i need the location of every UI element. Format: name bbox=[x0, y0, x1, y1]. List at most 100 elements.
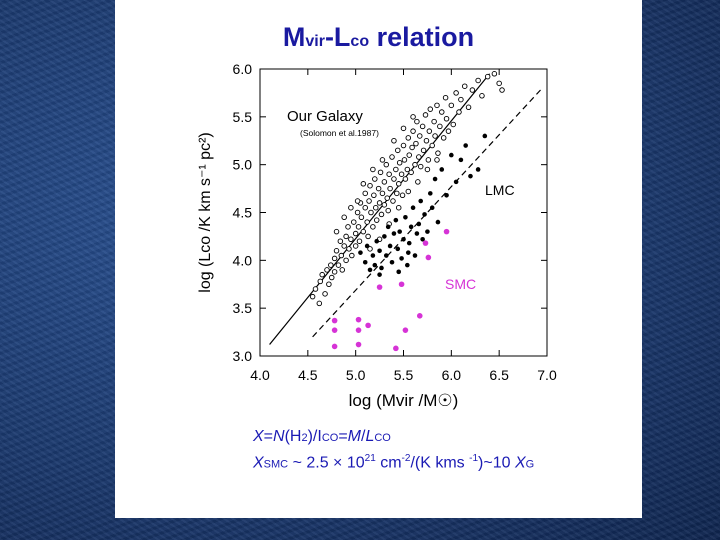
lmc-point bbox=[393, 217, 399, 223]
formula-subscript: SMC bbox=[263, 458, 289, 471]
lmc-point bbox=[410, 205, 416, 211]
galaxy-point bbox=[360, 228, 367, 235]
galaxy-point bbox=[328, 274, 335, 281]
lmc-point bbox=[468, 173, 473, 179]
axis-ticks: 4.0 4.5 5.0 5.5 6.0 6.5 7.0 3.0 3.5 4.0 4.5 5.0 5.5 6… bbox=[233, 61, 557, 383]
galaxy-point bbox=[453, 90, 459, 96]
galaxy-point bbox=[326, 281, 332, 288]
galaxy-point bbox=[406, 152, 412, 158]
lmc-point bbox=[435, 219, 441, 225]
galaxy-point bbox=[402, 176, 409, 182]
lmc-point bbox=[364, 243, 370, 249]
lmc-point bbox=[362, 259, 368, 265]
formula-text: = bbox=[263, 428, 274, 445]
galaxy-point bbox=[405, 135, 412, 141]
galaxy-point bbox=[400, 142, 407, 149]
x-tick-label: 7.0 bbox=[537, 367, 557, 383]
lmc-point bbox=[377, 248, 382, 254]
galaxy-point bbox=[391, 176, 397, 182]
galaxy-point bbox=[394, 190, 400, 197]
lmc-point bbox=[414, 231, 420, 236]
y-axis-label: log (Lco /K km s⁻¹ pc²) bbox=[197, 132, 214, 292]
formula-text: (H bbox=[284, 428, 302, 445]
galaxy-point bbox=[383, 161, 390, 168]
galaxy-point bbox=[461, 83, 468, 89]
galaxy-point bbox=[395, 204, 402, 211]
galaxy-point bbox=[317, 278, 324, 285]
galaxy-point bbox=[450, 121, 456, 128]
galaxy-point bbox=[400, 125, 407, 132]
galaxy-point bbox=[381, 179, 388, 185]
lmc-point bbox=[427, 191, 433, 196]
galaxy-point bbox=[333, 248, 340, 254]
smc-point bbox=[355, 316, 362, 323]
galaxy-point bbox=[412, 161, 418, 168]
lmc-point bbox=[405, 250, 411, 255]
lmc-point bbox=[391, 231, 397, 236]
galaxy-point bbox=[365, 233, 371, 240]
galaxy-point bbox=[408, 169, 414, 176]
lmc-point bbox=[406, 240, 412, 246]
smc-point bbox=[365, 322, 371, 329]
galaxy-point bbox=[339, 267, 346, 273]
galaxy-point bbox=[367, 246, 373, 252]
galaxy-point bbox=[354, 209, 361, 216]
lmc-point bbox=[475, 167, 481, 172]
formula-superscript: 21 bbox=[364, 453, 376, 464]
galaxy-point bbox=[379, 190, 386, 197]
galaxy-point bbox=[416, 154, 422, 160]
galaxy-point bbox=[390, 198, 396, 204]
y-tick-label: 4.5 bbox=[233, 205, 253, 221]
lmc-point bbox=[405, 262, 410, 268]
lmc-point bbox=[358, 250, 363, 255]
galaxy-point bbox=[443, 115, 450, 122]
galaxy-point bbox=[343, 257, 349, 264]
galaxy-point bbox=[335, 262, 342, 268]
galaxy-point bbox=[499, 87, 505, 93]
galaxy-point bbox=[429, 142, 435, 149]
galaxy-point bbox=[391, 137, 397, 144]
galaxy-point bbox=[420, 147, 427, 154]
galaxy-point bbox=[346, 246, 352, 252]
lmc-point bbox=[403, 214, 408, 220]
formula-text: )~10 bbox=[478, 454, 515, 472]
galaxy-point bbox=[413, 140, 419, 147]
galaxy-point bbox=[349, 252, 355, 259]
galaxy-point bbox=[343, 233, 349, 240]
lmc-point bbox=[389, 259, 395, 265]
galaxy-point bbox=[364, 219, 370, 225]
galaxy-point bbox=[404, 166, 411, 173]
smc-point bbox=[402, 327, 409, 333]
galaxy-point bbox=[328, 262, 334, 268]
lmc-point bbox=[397, 229, 402, 234]
lmc-point bbox=[395, 246, 401, 252]
annotation-galaxy: Our Galaxy bbox=[287, 108, 363, 125]
galaxy-point bbox=[448, 102, 455, 109]
lmc-point bbox=[444, 192, 449, 198]
galaxy-point bbox=[389, 154, 395, 160]
galaxy-point bbox=[381, 202, 388, 208]
galaxy-point bbox=[427, 106, 434, 112]
galaxy-point bbox=[423, 137, 430, 144]
lmc-point bbox=[387, 243, 393, 249]
galaxy-point bbox=[352, 243, 359, 249]
galaxy-point bbox=[425, 157, 432, 163]
annotation-galaxy-ref: (Solomon et al.1987) bbox=[300, 128, 379, 138]
axis-labels: Our Galaxy (Solomon et al.1987) LMC SMC log … bbox=[197, 108, 515, 410]
galaxy-point bbox=[384, 195, 390, 201]
galaxy-point bbox=[410, 114, 416, 120]
annotation-lmc: LMC bbox=[485, 182, 515, 198]
galaxy-point bbox=[434, 102, 440, 109]
galaxy-point bbox=[379, 157, 386, 163]
galaxy-point bbox=[376, 200, 383, 206]
formula-text: X bbox=[253, 428, 264, 445]
galaxy-point bbox=[372, 176, 378, 182]
lmc-point bbox=[396, 269, 402, 275]
lmc-point bbox=[367, 267, 373, 273]
formula-text: N bbox=[273, 428, 285, 445]
galaxy-point bbox=[399, 192, 406, 199]
lmc-point bbox=[377, 272, 382, 277]
title-subscript: vir bbox=[305, 33, 325, 50]
scatter-chart: 4.0 4.5 5.0 5.5 6.0 6.5 7.0 3.0 3.5 4.0 4.5 5.0 5.5 6… bbox=[197, 61, 557, 410]
galaxy-point bbox=[422, 112, 429, 118]
